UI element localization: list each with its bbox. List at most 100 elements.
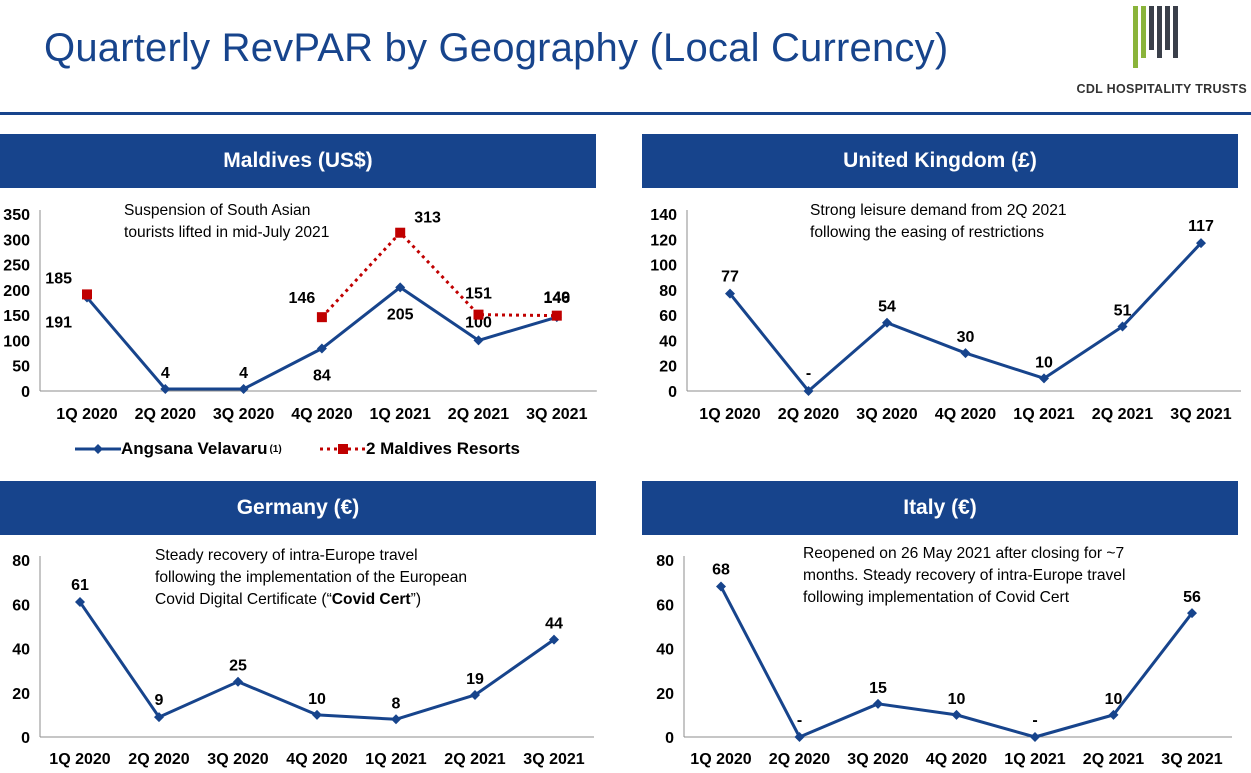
- data-point: [725, 288, 735, 299]
- data-label: 191: [45, 314, 72, 331]
- data-point-square: [551, 310, 562, 321]
- uk-annotation: Strong leisure demand from 2Q 2021 follo…: [810, 200, 1067, 244]
- maldives-panel-header: Maldives (US$): [0, 134, 596, 188]
- data-point-square: [316, 312, 327, 323]
- data-label: 100: [465, 314, 492, 331]
- y-tick-label: 20: [656, 686, 674, 703]
- data-point: [803, 386, 814, 396]
- data-label: 151: [465, 286, 492, 303]
- y-tick-label: 0: [21, 384, 30, 401]
- data-label: 313: [414, 210, 441, 227]
- data-label: -: [806, 365, 811, 382]
- data-point: [395, 282, 406, 293]
- page-title: Quarterly RevPAR by Geography (Local Cur…: [44, 26, 949, 70]
- data-point: [391, 714, 401, 725]
- data-point-square: [395, 227, 406, 238]
- data-point: [473, 335, 484, 346]
- data-point: [312, 709, 322, 720]
- data-point: [549, 634, 559, 645]
- x-tick-label: 1Q 2020: [49, 751, 110, 768]
- x-tick-label: 2Q 2021: [1083, 751, 1144, 768]
- y-tick-label: 40: [659, 333, 677, 350]
- series-line-dotted: [320, 230, 557, 319]
- data-point-square: [82, 289, 92, 300]
- data-label: 30: [957, 329, 975, 346]
- y-tick-label: 350: [3, 207, 30, 224]
- germany-annotation-line-3: Covid Digital Certificate (“Covid Cert”): [155, 591, 422, 608]
- data-label: 56: [1183, 589, 1201, 606]
- x-tick-label: 1Q 2020: [690, 751, 751, 768]
- data-point: [1039, 373, 1049, 384]
- y-tick-label: 120: [650, 232, 677, 249]
- data-label: 4: [239, 365, 248, 382]
- data-point: [154, 712, 164, 723]
- x-tick-label: 3Q 2021: [1170, 406, 1231, 423]
- y-tick-label: 60: [12, 597, 30, 614]
- data-label: 8: [392, 695, 401, 712]
- data-label: 10: [948, 691, 966, 708]
- x-tick-label: 4Q 2020: [935, 406, 996, 423]
- data-label: 84: [313, 368, 331, 385]
- germany-panel-header: Germany (€): [0, 481, 596, 535]
- y-tick-label: 80: [656, 553, 674, 570]
- data-label: 77: [721, 269, 739, 286]
- legend-item-2-maldives-resorts: 2 Maldives Resorts: [320, 438, 520, 460]
- italy-annotation: Reopened on 26 May 2021 after closing fo…: [803, 543, 1125, 609]
- maldives-annotation: Suspension of South Asian tourists lifte…: [124, 200, 329, 244]
- y-tick-label: 250: [3, 258, 30, 275]
- maldives-annotation-line-2: tourists lifted in mid-July 2021: [124, 224, 330, 241]
- uk-annotation-line-1: Strong leisure demand from 2Q 2021: [810, 202, 1067, 219]
- x-tick-label: 3Q 2020: [213, 406, 274, 423]
- legend-label-2-maldives-resorts: 2 Maldives Resorts: [366, 439, 521, 458]
- maldives-legend: Angsana Velavaru (1) 2 Maldives Resorts: [75, 438, 555, 460]
- x-tick-label: 3Q 2021: [1161, 751, 1222, 768]
- data-label: 117: [1188, 218, 1214, 235]
- legend-item-angsana-velavaru: Angsana Velavaru (1): [75, 438, 282, 460]
- x-tick-label: 2Q 2020: [128, 751, 189, 768]
- legend-line-marker-icon: [75, 444, 121, 454]
- data-point-square: [473, 309, 484, 320]
- data-point: [75, 597, 85, 608]
- y-tick-label: 100: [650, 258, 677, 275]
- y-tick-label: 200: [3, 283, 30, 300]
- x-tick-label: 3Q 2020: [207, 751, 268, 768]
- x-tick-label: 1Q 2021: [365, 751, 426, 768]
- covid-cert-bold: Covid Cert: [331, 591, 411, 608]
- y-tick-label: 60: [656, 597, 674, 614]
- x-tick-label: 1Q 2020: [699, 406, 760, 423]
- germany-annotation-line-1: Steady recovery of intra-Europe travel: [155, 547, 418, 564]
- data-point: [1187, 608, 1197, 619]
- x-tick-label: 1Q 2021: [370, 406, 431, 423]
- y-tick-label: 80: [659, 283, 677, 300]
- data-point: [233, 676, 243, 687]
- data-point: [316, 343, 327, 354]
- data-label: 51: [1114, 303, 1132, 320]
- legend-dotted-marker-icon: [320, 444, 366, 454]
- y-tick-label: 40: [656, 642, 674, 659]
- y-tick-label: 0: [668, 384, 677, 401]
- data-point: [1108, 709, 1119, 720]
- data-point: [960, 348, 971, 359]
- italy-annotation-line-1: Reopened on 26 May 2021 after closing fo…: [803, 545, 1125, 562]
- data-label: 10: [308, 691, 326, 708]
- x-tick-label: 4Q 2020: [286, 751, 347, 768]
- data-label: 146: [289, 290, 316, 307]
- legend-footnote-mark: (1): [269, 443, 282, 455]
- x-tick-label: 3Q 2020: [856, 406, 917, 423]
- italy-chart: 0 20 40 60 80 1Q 2020 2Q 2020 3Q 2020 4Q 2020 1Q …: [656, 553, 1232, 768]
- logo-bars-icon: [1133, 6, 1189, 68]
- italy-annotation-line-3: following implementation of Covid Cert: [803, 589, 1070, 606]
- x-tick-label: 1Q 2020: [56, 406, 117, 423]
- data-point: [470, 689, 480, 700]
- y-tick-label: 20: [12, 686, 30, 703]
- x-tick-label: 3Q 2021: [523, 751, 584, 768]
- legend-label-angsana-velavaru: Angsana Velavaru: [121, 439, 268, 458]
- data-label: 4: [161, 365, 170, 382]
- data-point: [951, 709, 962, 720]
- maldives-annotation-line-1: Suspension of South Asian: [124, 202, 311, 219]
- y-tick-label: 300: [3, 232, 30, 249]
- data-point: [794, 732, 805, 742]
- y-tick-label: 0: [665, 730, 674, 747]
- data-label: 146: [543, 290, 570, 307]
- y-tick-label: 40: [12, 642, 30, 659]
